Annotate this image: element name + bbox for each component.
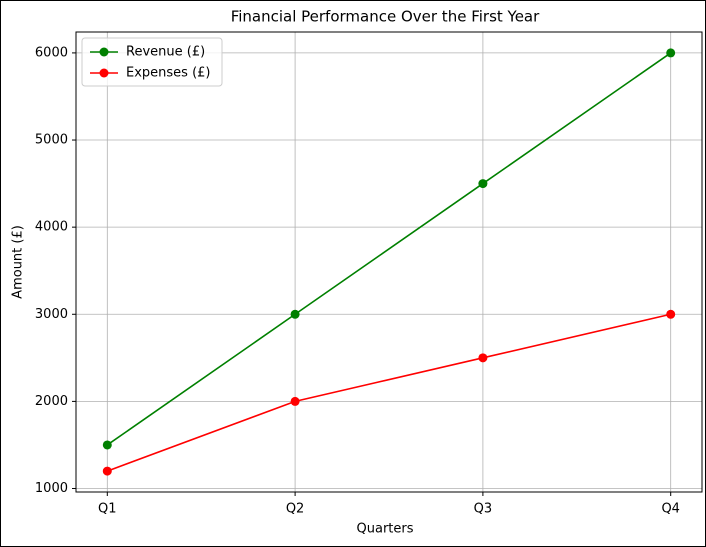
series-line — [107, 313, 671, 472]
y-tick-label: 3000 — [35, 307, 68, 322]
y-tick-label: 5000 — [35, 133, 68, 148]
data-point — [290, 396, 300, 406]
legend-box — [81, 37, 223, 87]
data-point — [478, 179, 488, 189]
x-tick-label: Q1 — [98, 502, 117, 517]
y-tick-label: 6000 — [35, 45, 68, 60]
y-tick-label: 2000 — [35, 394, 68, 409]
series-line — [106, 52, 672, 446]
data-point — [478, 353, 488, 363]
x-tick-label: Q4 — [661, 502, 680, 517]
data-point — [102, 440, 112, 450]
legend-label: Expenses (£) — [126, 66, 211, 81]
data-point — [290, 309, 300, 319]
data-point — [666, 48, 676, 58]
legend-marker — [99, 47, 109, 57]
y-tick-label: 1000 — [35, 481, 68, 496]
data-point — [102, 466, 112, 476]
plot-area — [75, 31, 703, 493]
data-point — [666, 309, 676, 319]
x-tick-label: Q3 — [474, 502, 493, 517]
x-tick-label: Q2 — [286, 502, 305, 517]
legend-marker — [99, 68, 109, 78]
y-tick-label: 4000 — [35, 220, 68, 235]
legend-label: Revenue (£) — [126, 45, 205, 60]
y-axis-label: Amount (£) — [11, 225, 26, 299]
x-axis-label: Quarters — [357, 522, 414, 537]
chart-title: Financial Performance Over the First Yea… — [231, 8, 540, 26]
